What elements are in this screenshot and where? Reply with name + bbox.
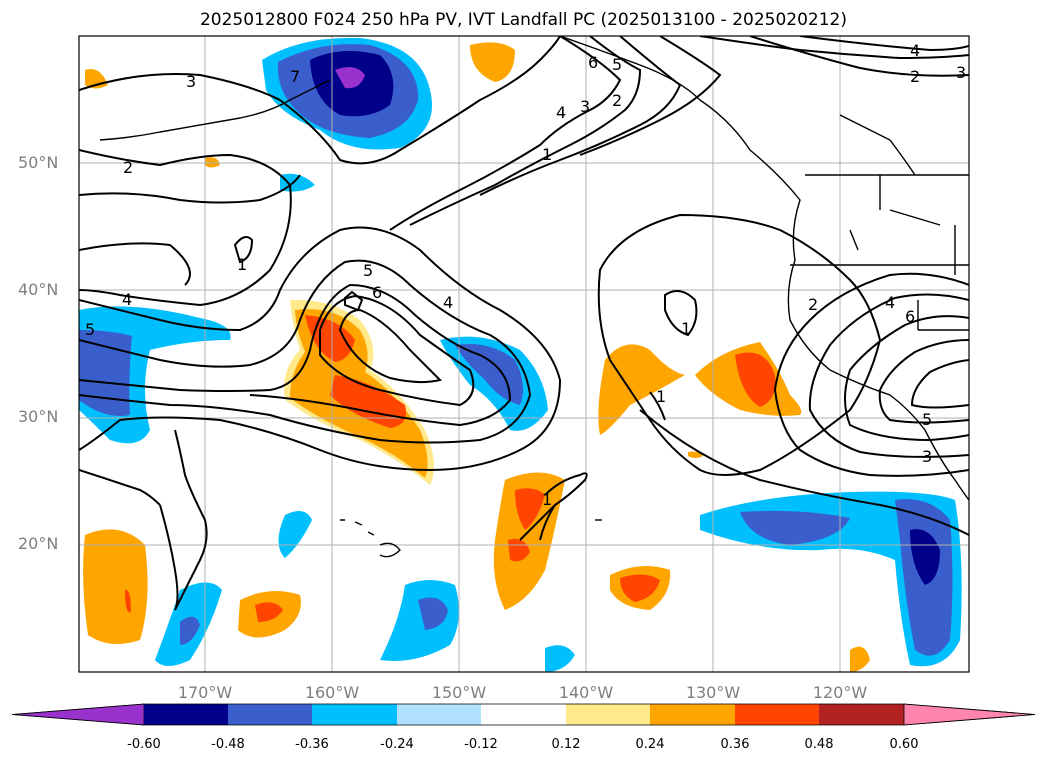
- colorbar-segment: [228, 704, 312, 725]
- lat-tick-label: 30°N: [18, 407, 59, 426]
- pv-contours: [79, 36, 969, 611]
- contour-label: 4: [443, 293, 453, 312]
- colorbar-label: 0.24: [635, 737, 665, 752]
- contour-label: 2: [612, 91, 622, 110]
- contour-label: 2: [910, 67, 920, 86]
- contour-label: 3: [956, 63, 966, 82]
- lon-tick-label: 160°W: [304, 683, 360, 702]
- map-plot-area: 3 2 1 4 5 6 7 6 5 4 3 2 1 4 2 3 1 1 2 4 …: [79, 36, 969, 672]
- map-frame: [78, 35, 970, 673]
- contour-label: 3: [922, 447, 932, 466]
- contour-label: 4: [910, 41, 920, 60]
- colorbar-label: 0.12: [551, 737, 581, 752]
- colorbar-segment: [735, 704, 819, 725]
- contour-label: 2: [123, 158, 133, 177]
- colorbar-extend-max: [903, 703, 1036, 726]
- contour-label: 1: [656, 387, 666, 406]
- colorbar-segment: [397, 704, 481, 725]
- colorbar-label: -0.36: [295, 737, 329, 752]
- colorbar-segment: [650, 704, 735, 725]
- contour-label: 3: [580, 97, 590, 116]
- map-title: 2025012800 F024 250 hPa PV, IVT Landfall…: [199, 10, 847, 30]
- contour-label: 4: [885, 293, 895, 312]
- contour-label: 5: [612, 55, 622, 74]
- contour-label: 7: [290, 67, 300, 86]
- contour-label: 6: [588, 53, 598, 72]
- lon-tick-label: 120°W: [812, 683, 868, 702]
- colorbar-segment: [312, 704, 397, 725]
- colorbar-label: -0.60: [127, 737, 161, 752]
- colorbar-label: -0.24: [380, 737, 414, 752]
- lat-tick-label: 20°N: [18, 534, 59, 553]
- lon-tick-label: 130°W: [685, 683, 741, 702]
- contour-label: 6: [905, 307, 915, 326]
- contour-label: 1: [237, 255, 247, 274]
- colorbar-outline: [11, 703, 1036, 726]
- lon-tick-label: 150°W: [431, 683, 487, 702]
- colorbar-label: 0.60: [889, 737, 919, 752]
- contour-label: 2: [808, 295, 818, 314]
- colorbar-label: 0.36: [720, 737, 750, 752]
- contour-label: 6: [372, 283, 382, 302]
- lon-tick-label: 140°W: [558, 683, 614, 702]
- colorbar-label: -0.48: [211, 737, 245, 752]
- contour-label: 4: [556, 103, 566, 122]
- colorbar-segment: [566, 704, 650, 725]
- map-gridlines: [79, 36, 969, 672]
- coastlines: [99, 36, 969, 558]
- positive-anomaly-fill: [83, 42, 870, 672]
- lon-tick-label: 170°W: [177, 683, 233, 702]
- contour-label: 3: [186, 72, 196, 91]
- contour-label: 5: [85, 320, 95, 339]
- contour-label: 1: [542, 490, 552, 509]
- colorbar-extend-min: [11, 703, 145, 726]
- lat-tick-label: 50°N: [18, 153, 59, 172]
- contour-label: 1: [681, 319, 691, 338]
- colorbar-segment: [819, 704, 904, 725]
- contour-label: 5: [922, 410, 932, 429]
- contour-label: 4: [122, 290, 132, 309]
- colorbar-label: 0.48: [804, 737, 834, 752]
- contour-label: 5: [363, 261, 373, 280]
- contour-label: 1: [542, 145, 552, 164]
- colorbar-segment: [481, 704, 566, 725]
- contour-labels: 3 2 1 4 5 6 7 6 5 4 3 2 1 4 2 3 1 1 2 4 …: [85, 41, 966, 509]
- colorbar-segment: [144, 704, 228, 725]
- lat-tick-label: 40°N: [18, 280, 59, 299]
- colorbar: [11, 703, 1036, 726]
- colorbar-label: -0.12: [464, 737, 498, 752]
